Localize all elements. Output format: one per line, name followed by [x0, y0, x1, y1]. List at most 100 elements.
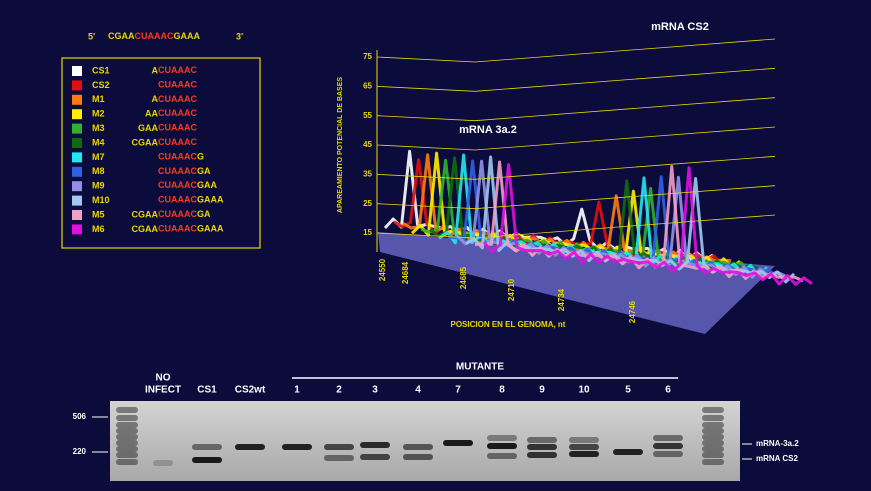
- gel-band: [116, 422, 138, 428]
- gel-band: [235, 444, 265, 450]
- lane-label: 6: [665, 385, 671, 396]
- x-tick-label: 24685: [459, 266, 468, 289]
- legend-seq: CUAAAC: [158, 94, 197, 104]
- legend-post: GA: [197, 209, 211, 219]
- x-tick-label: 24710: [507, 278, 516, 301]
- gel-image: [110, 401, 740, 481]
- legend-name: M10: [92, 195, 110, 205]
- legend-swatch: [72, 66, 82, 76]
- lane-label: NO: [156, 373, 171, 384]
- lane-label: 2: [336, 385, 342, 396]
- legend-core: CUAAAC: [158, 123, 197, 133]
- legend-swatch: [72, 152, 82, 162]
- grid-line: [377, 186, 775, 209]
- gel-band: [153, 460, 173, 466]
- legend-name: CS1: [92, 65, 110, 75]
- legend-core: CUAAAC: [158, 181, 197, 191]
- marker-label: 220: [73, 447, 87, 456]
- gel-band: [569, 444, 599, 450]
- legend-seq: CUAAAC: [158, 109, 197, 119]
- legend-seq: CUAAACGA: [158, 166, 211, 176]
- x-tick-label: 24734: [557, 288, 566, 311]
- grid-line: [377, 68, 775, 91]
- lane-label: 10: [578, 385, 590, 396]
- legend-name: M3: [92, 123, 105, 133]
- gel-band: [360, 442, 390, 448]
- sequence: CGAACUAAACGAAA: [108, 31, 200, 41]
- legend-name: M8: [92, 166, 105, 176]
- gel-band: [702, 422, 724, 428]
- gel-band: [116, 407, 138, 413]
- grid-line: [377, 39, 775, 62]
- legend-swatch: [72, 109, 82, 119]
- lane-label: CS1: [197, 385, 217, 396]
- legend-name: M2: [92, 109, 105, 119]
- gel-band: [702, 459, 724, 465]
- y-axis-label: APAREAMIENTO POTENCIAL DE BASES: [337, 77, 344, 213]
- legend-name: M1: [92, 94, 105, 104]
- legend-seq: CUAAAC: [158, 65, 197, 75]
- legend-seq: CUAAACGAAA: [158, 224, 224, 234]
- legend-core: CUAAAC: [158, 137, 197, 147]
- y-tick-label: 15: [363, 228, 372, 237]
- gel-band: [324, 455, 354, 461]
- lane-label: 5: [625, 385, 631, 396]
- gel-band: [487, 453, 517, 459]
- legend-seq: CUAAAC: [158, 123, 197, 133]
- band-label: mRNA CS2: [756, 454, 798, 463]
- y-tick-label: 25: [363, 199, 372, 208]
- gel-band: [527, 437, 557, 443]
- legend-post: GAAA: [197, 224, 224, 234]
- legend-core: CUAAAC: [158, 152, 197, 162]
- gel-band: [702, 434, 724, 440]
- legend-seq: CUAAACGAAA: [158, 195, 224, 205]
- lane-label: 7: [455, 385, 461, 396]
- legend-seq: CUAAACGAA: [158, 181, 218, 191]
- legend-swatch: [72, 181, 82, 191]
- x-tick-label: 24746: [628, 300, 637, 323]
- legend-pre: CGAA: [132, 209, 159, 219]
- marker-label: 506: [73, 412, 87, 421]
- legend-name: M9: [92, 181, 105, 191]
- lane-label: 1: [294, 385, 300, 396]
- gel-band: [702, 407, 724, 413]
- legend-core: CUAAAC: [158, 195, 197, 205]
- legend-name: CS2: [92, 80, 110, 90]
- gel-band: [116, 428, 138, 434]
- gel-band: [324, 444, 354, 450]
- gel-band: [116, 452, 138, 458]
- x-axis-label: POSICION EN EL GENOMA, nt: [451, 320, 566, 329]
- gel-band: [403, 444, 433, 450]
- legend-swatch: [72, 95, 82, 105]
- gel-band: [653, 443, 683, 449]
- legend-core: CUAAAC: [158, 224, 197, 234]
- legend-core: CUAAAC: [158, 209, 197, 219]
- sequence-part: CGAA: [108, 31, 135, 41]
- gel-band: [527, 452, 557, 458]
- y-tick-label: 55: [363, 111, 372, 120]
- sequence-part: GAAA: [174, 31, 201, 41]
- legend-pre: CGAA: [132, 137, 159, 147]
- legend-seq: CUAAAC: [158, 137, 197, 147]
- gel-band: [192, 444, 222, 450]
- legend-seq: CUAAACGA: [158, 209, 211, 219]
- legend-swatch: [72, 124, 82, 134]
- gel-band: [192, 457, 222, 463]
- lane-label: 3: [372, 385, 378, 396]
- gel-band: [360, 454, 390, 460]
- figure: 5'CGAACUAAACGAAA3'CS1ACUAAACCS2CUAAACM1A…: [0, 0, 871, 491]
- lane-label: INFECT: [145, 385, 181, 396]
- y-tick-label: 45: [363, 140, 372, 149]
- legend-name: M5: [92, 209, 105, 219]
- grid-line: [377, 127, 775, 150]
- lane-label: 8: [499, 385, 505, 396]
- lane-label: 9: [539, 385, 545, 396]
- legend-post: GA: [197, 166, 211, 176]
- prime-3: 3': [236, 31, 243, 41]
- legend-seq: CUAAAC: [158, 80, 197, 90]
- legend-swatch: [72, 138, 82, 148]
- legend-swatch: [72, 196, 82, 206]
- legend-pre: AA: [145, 109, 158, 119]
- legend-name: M4: [92, 137, 105, 147]
- gel-band: [569, 437, 599, 443]
